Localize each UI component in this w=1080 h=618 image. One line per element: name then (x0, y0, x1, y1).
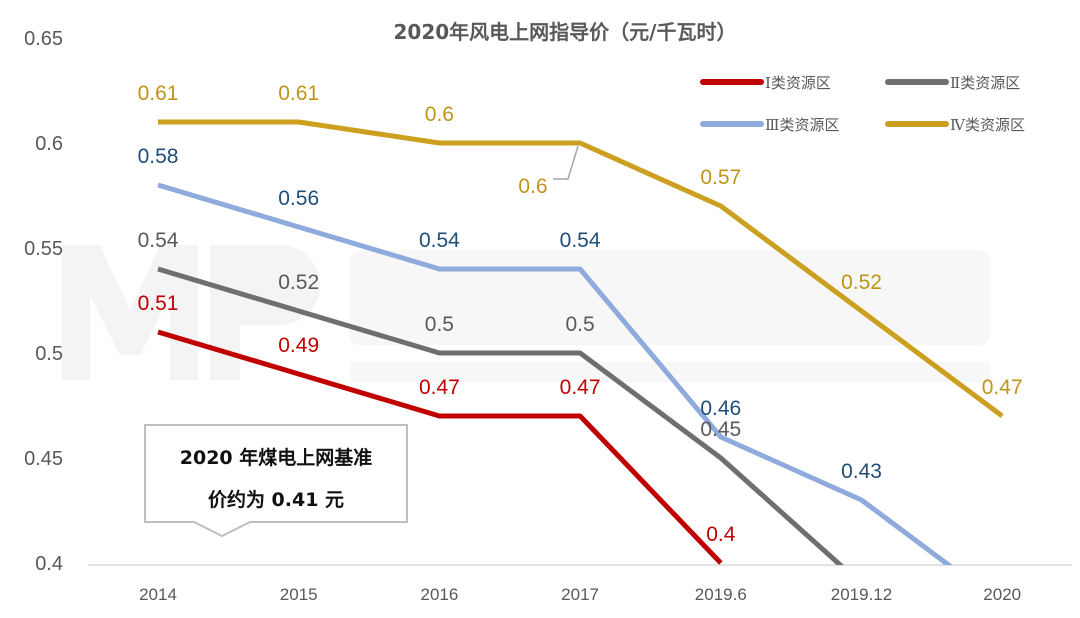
watermark-logo (62, 245, 990, 382)
data-label: 0.45 (700, 418, 741, 441)
x-tick-label: 2015 (280, 585, 318, 604)
legend-label: Ⅲ类资源区 (765, 116, 839, 134)
data-label: 0.54 (138, 229, 179, 252)
data-label: 0.4 (706, 523, 736, 546)
watermark-en-shape (350, 362, 990, 382)
data-label: 0.6 (518, 175, 547, 198)
x-tick-label: 2019.12 (831, 585, 892, 604)
data-label: 0.57 (700, 166, 741, 189)
data-label: 0.5 (425, 313, 454, 336)
data-label: 0.43 (841, 460, 882, 483)
x-tick-label: 2016 (420, 585, 458, 604)
series-line (158, 119, 1004, 419)
y-tick-label: 0.6 (35, 133, 63, 155)
series-line (157, 266, 845, 565)
y-tick-label: 0.55 (24, 238, 63, 260)
series-line (157, 329, 723, 565)
callout-line2: 价约为 0.41 元 (208, 488, 344, 511)
data-label: 0.54 (419, 229, 460, 252)
x-tick-label: 2020 (983, 585, 1021, 604)
data-label: 0.51 (138, 292, 179, 315)
series-lines (157, 119, 1004, 565)
watermark-cn-shape (350, 250, 990, 345)
callout-box (144, 424, 408, 538)
data-label: 0.46 (700, 397, 741, 420)
legend-label: Ⅳ类资源区 (950, 116, 1025, 134)
callout-line1: 2020 年煤电上网基准 (180, 446, 373, 469)
series-line (157, 182, 953, 565)
data-label: 0.56 (278, 187, 319, 210)
watermark-logo-mark (62, 245, 198, 380)
y-tick-label: 0.4 (35, 553, 63, 575)
data-label: 0.47 (982, 376, 1023, 399)
data-label: 0.5 (565, 313, 594, 336)
legend: I类资源区 Ⅱ类资源区 Ⅲ类资源区 Ⅳ类资源区 (700, 74, 1025, 134)
legend-label: I类资源区 (765, 74, 831, 92)
watermark-logo-mark-p (210, 245, 320, 380)
data-label: 0.52 (841, 271, 882, 294)
data-labels: 0.51 0.49 0.47 0.47 0.4 0.54 0.52 0.5 0.5 0.45 0.5… (138, 82, 1023, 546)
data-label: 0.47 (560, 376, 601, 399)
annotation-callout: 2020 年煤电上网基准 价约为 0.41 元 (144, 424, 408, 538)
y-axis: 0.4 0.45 0.5 0.55 0.6 0.65 (24, 28, 63, 575)
x-tick-label: 2019.6 (695, 585, 747, 604)
chart-title: 2020年风电上网指导价（元/千瓦时） (394, 20, 737, 44)
data-label: 0.6 (425, 103, 454, 126)
y-tick-label: 0.65 (24, 28, 63, 50)
data-label: 0.52 (278, 271, 319, 294)
y-tick-label: 0.5 (35, 343, 63, 365)
x-tick-label: 2014 (139, 585, 177, 604)
data-label: 0.61 (278, 82, 319, 105)
x-tick-label: 2017 (561, 585, 599, 604)
y-tick-label: 0.45 (24, 448, 63, 470)
legend-label: Ⅱ类资源区 (950, 74, 1020, 92)
data-label: 0.47 (419, 376, 460, 399)
x-axis: 2014 2015 2016 2017 2019.6 2019.12 2020 (139, 585, 1021, 604)
data-label: 0.58 (138, 145, 179, 168)
data-label: 0.54 (560, 229, 601, 252)
data-label: 0.49 (278, 334, 319, 357)
leader-line (553, 145, 579, 180)
data-label: 0.61 (138, 82, 179, 105)
